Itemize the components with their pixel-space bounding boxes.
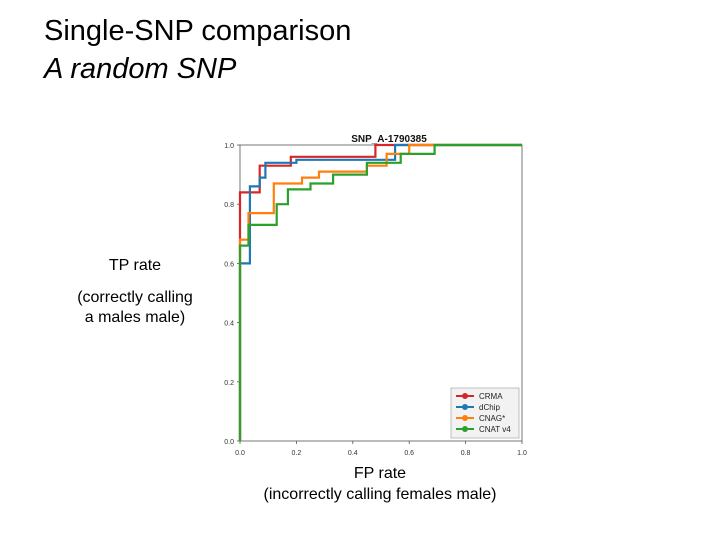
legend-label-dchip: dChip	[479, 403, 500, 412]
series-line-dchip	[238, 143, 522, 441]
chart-legend: CRMA dChip CNAG* CNAT v4	[450, 387, 520, 439]
y-axis-sublabel-line1: (correctly calling	[77, 289, 193, 306]
x-axis-label: FP rate	[353, 465, 407, 482]
slide-title: Single-SNP comparison	[44, 15, 352, 47]
y-tick-label: 0.2	[224, 380, 234, 387]
x-tick-label: 1.0	[517, 450, 527, 457]
x-axis-sublabel: (incorrectly calling females male)	[263, 486, 497, 503]
y-tick-label: 0.6	[224, 261, 234, 268]
legend-label-crma: CRMA	[479, 392, 503, 401]
x-tick-label: 0.0	[235, 450, 245, 457]
y-tick-label: 1.0	[224, 143, 234, 150]
x-tick-label: 0.4	[348, 450, 358, 457]
x-tick-label: 0.8	[461, 450, 471, 457]
legend-marker-crma	[462, 393, 468, 399]
x-tick-label: 0.6	[404, 450, 414, 457]
y-axis-sublabel-line2: a males male)	[84, 309, 186, 326]
y-axis-sublabel: (correctly calling a males male)	[60, 288, 210, 328]
legend-marker-cnat-v4	[462, 426, 468, 432]
series-line-cnag	[238, 143, 522, 441]
y-tick-label: 0.4	[224, 321, 234, 328]
y-tick-label: 0.8	[224, 202, 234, 209]
slide-subtitle: A random SNP	[44, 53, 237, 85]
series-line-cnat-v4	[238, 143, 522, 441]
chart-title: SNP_A-1790385	[351, 134, 427, 145]
x-tick-label: 0.2	[292, 450, 302, 457]
legend-label-cnat-v4: CNAT v4	[479, 425, 511, 434]
legend-marker-cnag	[462, 415, 468, 421]
legend-marker-dchip	[462, 404, 468, 410]
y-tick-label: 0.0	[224, 439, 234, 446]
legend-label-cnag: CNAG*	[479, 414, 505, 423]
y-axis-label: TP rate	[108, 257, 162, 274]
roc-series	[238, 143, 522, 441]
series-line-crma	[238, 143, 522, 441]
